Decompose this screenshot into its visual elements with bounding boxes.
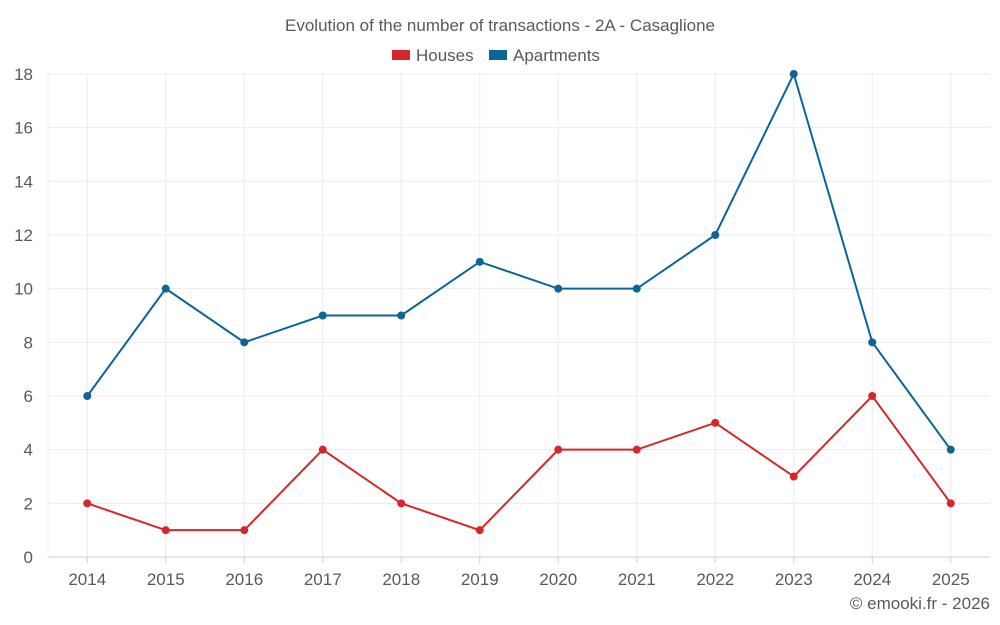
data-point-apartments[interactable]: [240, 338, 249, 347]
legend: Houses Apartments: [392, 46, 600, 65]
x-tick-label: 2022: [696, 570, 734, 589]
x-tick-label: 2019: [461, 570, 499, 589]
x-tick-label: 2017: [304, 570, 342, 589]
data-point-houses[interactable]: [632, 445, 641, 454]
data-point-apartments[interactable]: [632, 284, 641, 293]
data-point-houses[interactable]: [554, 445, 563, 454]
series-houses: [83, 392, 955, 535]
series-apartments: [83, 70, 955, 454]
data-point-apartments[interactable]: [83, 392, 92, 400]
data-point-apartments[interactable]: [711, 231, 720, 239]
x-tick-label: 2016: [225, 570, 263, 589]
y-tick-label: 14: [14, 172, 33, 191]
data-point-houses[interactable]: [240, 526, 249, 535]
legend-item-apartments[interactable]: Apartments: [489, 46, 600, 65]
y-tick-label: 10: [14, 280, 33, 299]
data-point-apartments[interactable]: [868, 338, 877, 347]
data-point-houses[interactable]: [789, 472, 798, 481]
data-point-houses[interactable]: [946, 499, 955, 508]
data-point-apartments[interactable]: [789, 70, 798, 78]
x-tick-label: 2024: [853, 570, 891, 589]
legend-item-houses[interactable]: Houses: [392, 46, 474, 65]
series-line-houses: [86, 394, 952, 532]
y-tick-label: 18: [14, 65, 33, 84]
data-point-houses[interactable]: [868, 392, 877, 400]
y-tick-label: 2: [24, 494, 33, 513]
data-point-apartments[interactable]: [318, 311, 327, 320]
data-point-houses[interactable]: [397, 499, 406, 508]
y-tick-label: 16: [14, 119, 33, 138]
x-tick-label: 2015: [147, 570, 185, 589]
data-point-houses[interactable]: [475, 526, 484, 535]
x-tick-label: 2025: [932, 570, 970, 589]
legend-swatch-apartments: [489, 50, 507, 60]
legend-label-houses: Houses: [416, 46, 474, 65]
x-tick-label: 2018: [382, 570, 420, 589]
y-tick-label: 4: [24, 441, 33, 460]
y-tick-label: 6: [24, 387, 33, 406]
data-point-apartments[interactable]: [397, 311, 406, 320]
y-tick-label: 12: [14, 226, 33, 245]
chart-title: Evolution of the number of transactions …: [285, 16, 715, 35]
data-point-houses[interactable]: [83, 499, 92, 508]
legend-swatch-houses: [392, 50, 410, 60]
legend-label-apartments: Apartments: [513, 46, 600, 65]
series-line-apartments: [86, 71, 952, 451]
credit-text: © emooki.fr - 2026: [850, 594, 990, 613]
x-tick-label: 2014: [68, 570, 106, 589]
y-axis: 0 2 4 6 8 10 12 14 16 18: [14, 65, 49, 567]
data-point-apartments[interactable]: [475, 257, 484, 266]
x-tick-label: 2020: [539, 570, 577, 589]
data-point-apartments[interactable]: [161, 284, 170, 293]
data-point-houses[interactable]: [161, 526, 170, 535]
y-tick-label: 0: [24, 548, 33, 567]
data-point-apartments[interactable]: [554, 284, 563, 293]
data-point-houses[interactable]: [711, 418, 720, 427]
series: [83, 70, 955, 535]
x-tick-label: 2023: [775, 570, 813, 589]
data-point-apartments[interactable]: [946, 445, 955, 454]
gridlines: [48, 73, 990, 557]
y-tick-label: 8: [24, 333, 33, 352]
data-point-houses[interactable]: [318, 445, 327, 454]
x-tick-label: 2021: [618, 570, 656, 589]
x-axis: 2014 2015 2016 2017 2018 2019 2020 2021 2022 2023…: [48, 556, 990, 589]
